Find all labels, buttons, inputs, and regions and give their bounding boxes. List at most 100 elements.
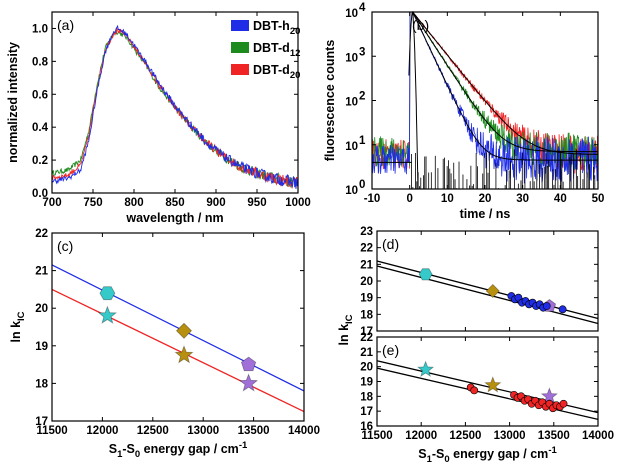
y-tick-label: 17 xyxy=(35,416,48,428)
text-part: IC xyxy=(344,314,355,324)
y-tick-label: 22 xyxy=(360,332,373,344)
data-point-circle xyxy=(559,399,568,408)
text-part: 10 xyxy=(345,141,358,153)
y-tick-label: 20 xyxy=(35,303,48,315)
y-tick-label: 19 xyxy=(360,293,373,305)
x-axis-label-a: wavelength / nm xyxy=(125,211,223,225)
fit-line xyxy=(51,264,305,392)
spectrum-series-DBT-h20 xyxy=(51,24,299,190)
panel-label-c: (c) xyxy=(57,238,73,254)
plot-frame-c xyxy=(51,232,305,422)
text-part: -S xyxy=(122,442,135,456)
y-tick-label: 18 xyxy=(360,309,373,321)
x-tick-label: 12500 xyxy=(137,425,169,437)
legend-swatch xyxy=(231,42,249,53)
text-part: S xyxy=(109,442,117,456)
data-point-diamond xyxy=(485,283,500,299)
y-tick-label: 18 xyxy=(360,391,373,403)
data-point-star xyxy=(484,376,502,393)
x-tick-label: 1000 xyxy=(285,197,311,209)
decay-fit-line xyxy=(412,11,598,153)
panel-label-b: (b) xyxy=(412,17,429,33)
y-tick-label: 21 xyxy=(360,347,373,359)
decay-group xyxy=(371,10,599,190)
decay-fit-line xyxy=(412,11,598,155)
y-tick-label: 22 xyxy=(35,228,48,240)
y-tick-label: 21 xyxy=(35,266,48,278)
spectra-group xyxy=(51,24,299,190)
y-tick-label: 23 xyxy=(360,226,373,238)
text-part: ln k xyxy=(9,321,23,343)
panel-label-d: (d) xyxy=(382,236,399,252)
legend-entry: DBT-d12 xyxy=(253,41,300,59)
text-part: S xyxy=(418,447,426,461)
x-tick-label: 50 xyxy=(592,193,605,205)
y-axis-label-c: ln kIC xyxy=(9,311,27,342)
y-tick-label: 0.8 xyxy=(32,56,49,68)
y-tick-exponent: 1 xyxy=(359,135,366,147)
y-tick-label: 1.0 xyxy=(32,23,48,35)
text-part: -1 xyxy=(239,440,248,451)
legend-entry: DBT-h20 xyxy=(253,19,300,37)
text-part: 20 xyxy=(290,70,301,81)
y-tick-label: 17 xyxy=(360,326,373,338)
decay-fit-line xyxy=(412,11,598,161)
text-part: 0 xyxy=(135,449,140,460)
x-axis-label-c: S1-S0 energy gap / cm-1 xyxy=(109,440,248,460)
text-part: 10 xyxy=(345,97,358,109)
x-tick-label: 13500 xyxy=(238,425,270,437)
data-point-star xyxy=(97,305,118,324)
x-tick-label: 900 xyxy=(206,197,225,209)
y-tick-label: 0.6 xyxy=(32,89,48,101)
text-part: DBT-h xyxy=(253,19,290,33)
y-tick-label: 19 xyxy=(360,377,373,389)
scatter-group-e xyxy=(376,360,599,420)
y-tick-exponent: 3 xyxy=(359,46,365,58)
fit-line xyxy=(376,367,599,420)
y-tick-label: 10 xyxy=(345,97,358,109)
x-axis-label-e: S1-S0 energy gap / cm-1 xyxy=(418,445,557,463)
text-part: 0 xyxy=(444,454,449,463)
panel-label-e: (e) xyxy=(382,342,399,358)
y-tick-label: 10 xyxy=(345,8,358,20)
data-point-star xyxy=(416,360,435,378)
text-part: 12 xyxy=(290,48,301,59)
x-tick-label: 11500 xyxy=(361,430,392,442)
data-point-pentagon xyxy=(240,356,257,372)
data-point-star xyxy=(540,387,559,404)
text-part: DBT-d xyxy=(253,63,290,77)
x-tick-label: -10 xyxy=(364,193,381,205)
x-tick-label: 30 xyxy=(516,193,529,205)
legend-entry: DBT-d20 xyxy=(253,63,300,81)
text-part: 1 xyxy=(427,454,433,463)
text-part: IC xyxy=(16,311,27,321)
data-point-hexagon xyxy=(418,268,433,281)
text-part: ln k xyxy=(337,324,351,346)
x-tick-label: 0 xyxy=(406,193,412,205)
fit-line xyxy=(376,265,599,325)
y-axis-label-b: fluorescence counts xyxy=(323,40,337,162)
data-point-circle xyxy=(558,305,567,314)
y-axis-label-a: normalized intensity xyxy=(6,42,20,163)
y-tick-label: 0.4 xyxy=(32,122,49,134)
plot-frame-d xyxy=(376,230,599,332)
legend-swatch xyxy=(231,64,249,75)
x-tick-label: 12000 xyxy=(405,430,437,442)
y-tick-label: 16 xyxy=(360,421,373,433)
scatter-group-c xyxy=(51,264,305,413)
x-tick-label: 11500 xyxy=(36,425,67,437)
y-tick-label: 10 xyxy=(345,185,358,197)
y-tick-exponent: 0 xyxy=(359,179,365,191)
x-tick-label: 12000 xyxy=(86,425,118,437)
x-tick-label: 10 xyxy=(441,193,454,205)
x-tick-label: 40 xyxy=(554,193,567,205)
y-tick-label: 0.0 xyxy=(32,188,48,200)
y-tick-label: 20 xyxy=(360,362,373,374)
data-point-diamond xyxy=(175,322,193,339)
y-tick-label: 20 xyxy=(360,276,373,288)
text-part: -1 xyxy=(548,445,557,456)
y-tick-label: 18 xyxy=(35,378,48,390)
x-tick-label: 750 xyxy=(83,197,102,209)
x-tick-label: 800 xyxy=(124,197,143,209)
